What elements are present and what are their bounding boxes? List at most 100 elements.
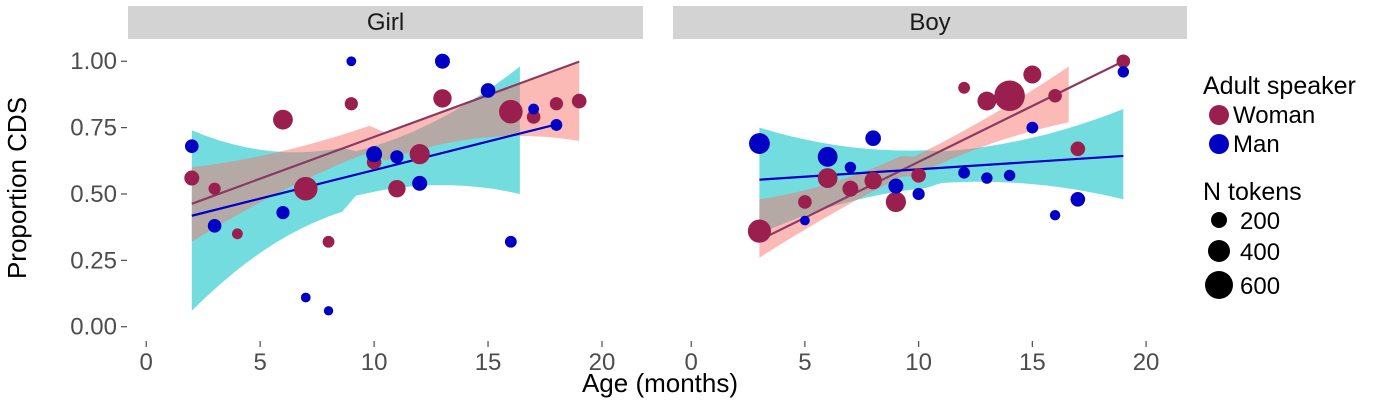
- data-point-woman: [842, 180, 859, 197]
- data-point-man: [185, 139, 199, 153]
- legend-size-600-swatch: [1205, 271, 1233, 299]
- data-point-woman: [184, 170, 200, 186]
- data-point-woman: [911, 168, 926, 183]
- y-tick-label: 0.25: [70, 247, 117, 274]
- legend-size-200-swatch: [1211, 212, 1227, 228]
- x-tick-label: 5: [253, 349, 266, 376]
- x-tick-label: 20: [1133, 349, 1160, 376]
- x-tick-label: 15: [1019, 349, 1046, 376]
- data-point-woman: [994, 80, 1025, 112]
- data-point-man: [865, 130, 881, 147]
- x-axis-title: Age (months): [582, 368, 738, 398]
- data-point-woman: [977, 91, 997, 111]
- legend-man-label: Man: [1233, 131, 1280, 158]
- data-point-man: [346, 56, 357, 67]
- data-point-woman: [1048, 88, 1062, 103]
- data-point-man: [981, 172, 993, 184]
- panel-girl: Girl 0 5 10 15 20: [128, 6, 643, 376]
- data-point-man: [817, 146, 838, 167]
- legend-woman-swatch: [1209, 105, 1229, 125]
- data-point-woman: [1023, 65, 1042, 84]
- y-tick-label: 0.75: [70, 115, 117, 142]
- y-tick-label: 0.00: [70, 314, 117, 341]
- data-point-man: [300, 292, 311, 303]
- data-point-man: [207, 219, 222, 233]
- data-point-woman: [388, 179, 406, 198]
- data-point-man: [1070, 191, 1086, 207]
- data-point-man: [504, 235, 517, 248]
- data-point-man: [800, 215, 810, 226]
- data-point-woman: [798, 195, 812, 209]
- data-point-woman: [231, 228, 243, 240]
- data-point-woman: [208, 182, 221, 195]
- panel-boy: Boy 0 5 10 15 20: [673, 6, 1187, 376]
- data-point-man: [480, 83, 496, 98]
- data-point-man: [1003, 169, 1016, 182]
- data-point-man: [749, 133, 770, 154]
- data-point-woman: [885, 191, 906, 213]
- confidence-band-man: [759, 109, 1124, 234]
- confidence-band-woman: [759, 66, 1069, 258]
- x-tick-label: 10: [905, 349, 932, 376]
- x-tick-label: 0: [140, 349, 153, 376]
- facet-strip: [673, 6, 1187, 39]
- data-point-woman: [273, 109, 293, 130]
- data-point-man: [550, 119, 563, 131]
- data-point-man: [528, 103, 540, 115]
- data-point-man: [323, 306, 334, 316]
- y-axis-title: Proportion CDS: [2, 97, 32, 279]
- fit-line-woman: [191, 60, 580, 205]
- x-tick-label: 5: [798, 349, 811, 376]
- data-point-man: [276, 205, 290, 220]
- legend-size-400-label: 400: [1240, 239, 1280, 266]
- legend-size-400-swatch: [1208, 240, 1230, 262]
- data-point-woman: [571, 93, 587, 109]
- panels-layer: 0.00 0.25 0.50 0.75 1.00 Girl 0 5 10 15 20 Boy 0 5 10 1…: [70, 6, 1187, 376]
- legend-size-600-label: 600: [1240, 273, 1280, 300]
- data-point-woman: [549, 97, 564, 111]
- facet-strip: [128, 6, 643, 39]
- data-point-man: [1026, 121, 1039, 134]
- data-point-man: [912, 187, 925, 201]
- data-point-man: [434, 53, 450, 69]
- x-tick-label: 0: [685, 349, 698, 376]
- legend-size-200-label: 200: [1240, 208, 1280, 235]
- data-point-woman: [344, 97, 358, 111]
- data-point-woman: [1070, 141, 1086, 157]
- legend-man-swatch: [1209, 134, 1229, 154]
- data-point-woman: [864, 172, 882, 190]
- legend-color-title: Adult speaker: [1203, 72, 1356, 100]
- data-point-woman: [747, 219, 772, 243]
- data-point-woman: [958, 81, 971, 94]
- fit-line-man: [191, 123, 557, 217]
- facet-strip-label: Boy: [909, 9, 950, 36]
- data-point-woman: [817, 168, 838, 188]
- legend-woman-label: Woman: [1233, 102, 1315, 129]
- facet-strip-label: Girl: [367, 9, 404, 36]
- data-point-man: [390, 150, 404, 164]
- data-point-woman: [1116, 54, 1131, 69]
- confidence-band-woman: [191, 61, 580, 242]
- fit-line-woman: [758, 60, 1124, 242]
- data-point-man: [1049, 210, 1061, 221]
- data-point-man: [888, 178, 904, 194]
- x-tick-label: 15: [475, 349, 502, 376]
- data-point-man: [844, 161, 857, 174]
- data-point-woman: [526, 110, 541, 124]
- legend-size-title: N tokens: [1203, 178, 1302, 206]
- x-tick-label: 20: [589, 349, 616, 376]
- data-point-woman: [293, 176, 318, 201]
- data-point-man: [958, 166, 971, 179]
- data-point-woman: [322, 235, 335, 248]
- data-point-woman: [433, 89, 452, 108]
- y-tick-label: 1.00: [70, 48, 117, 75]
- data-point-woman: [409, 144, 430, 165]
- data-point-woman: [499, 99, 523, 124]
- legend: Adult speaker Woman Man N tokens 200 400…: [1203, 72, 1356, 300]
- data-point-man: [1117, 66, 1130, 78]
- x-tick-label: 10: [361, 349, 388, 376]
- data-point-man: [366, 146, 383, 163]
- y-tick-label: 0.50: [70, 181, 117, 208]
- data-point-man: [412, 175, 428, 191]
